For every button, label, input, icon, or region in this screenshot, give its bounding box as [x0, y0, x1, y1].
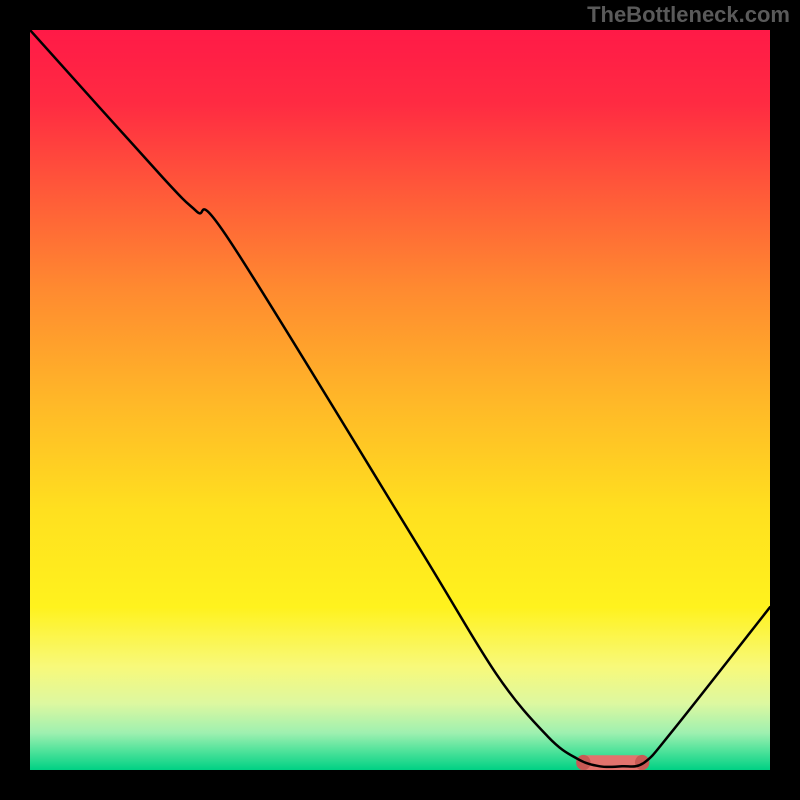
optimal-range-marker-cap [635, 755, 649, 770]
attribution-text: TheBottleneck.com [587, 2, 790, 28]
bottleneck-chart [30, 30, 770, 770]
gradient-background [30, 30, 770, 770]
chart-plot-area [30, 30, 770, 770]
